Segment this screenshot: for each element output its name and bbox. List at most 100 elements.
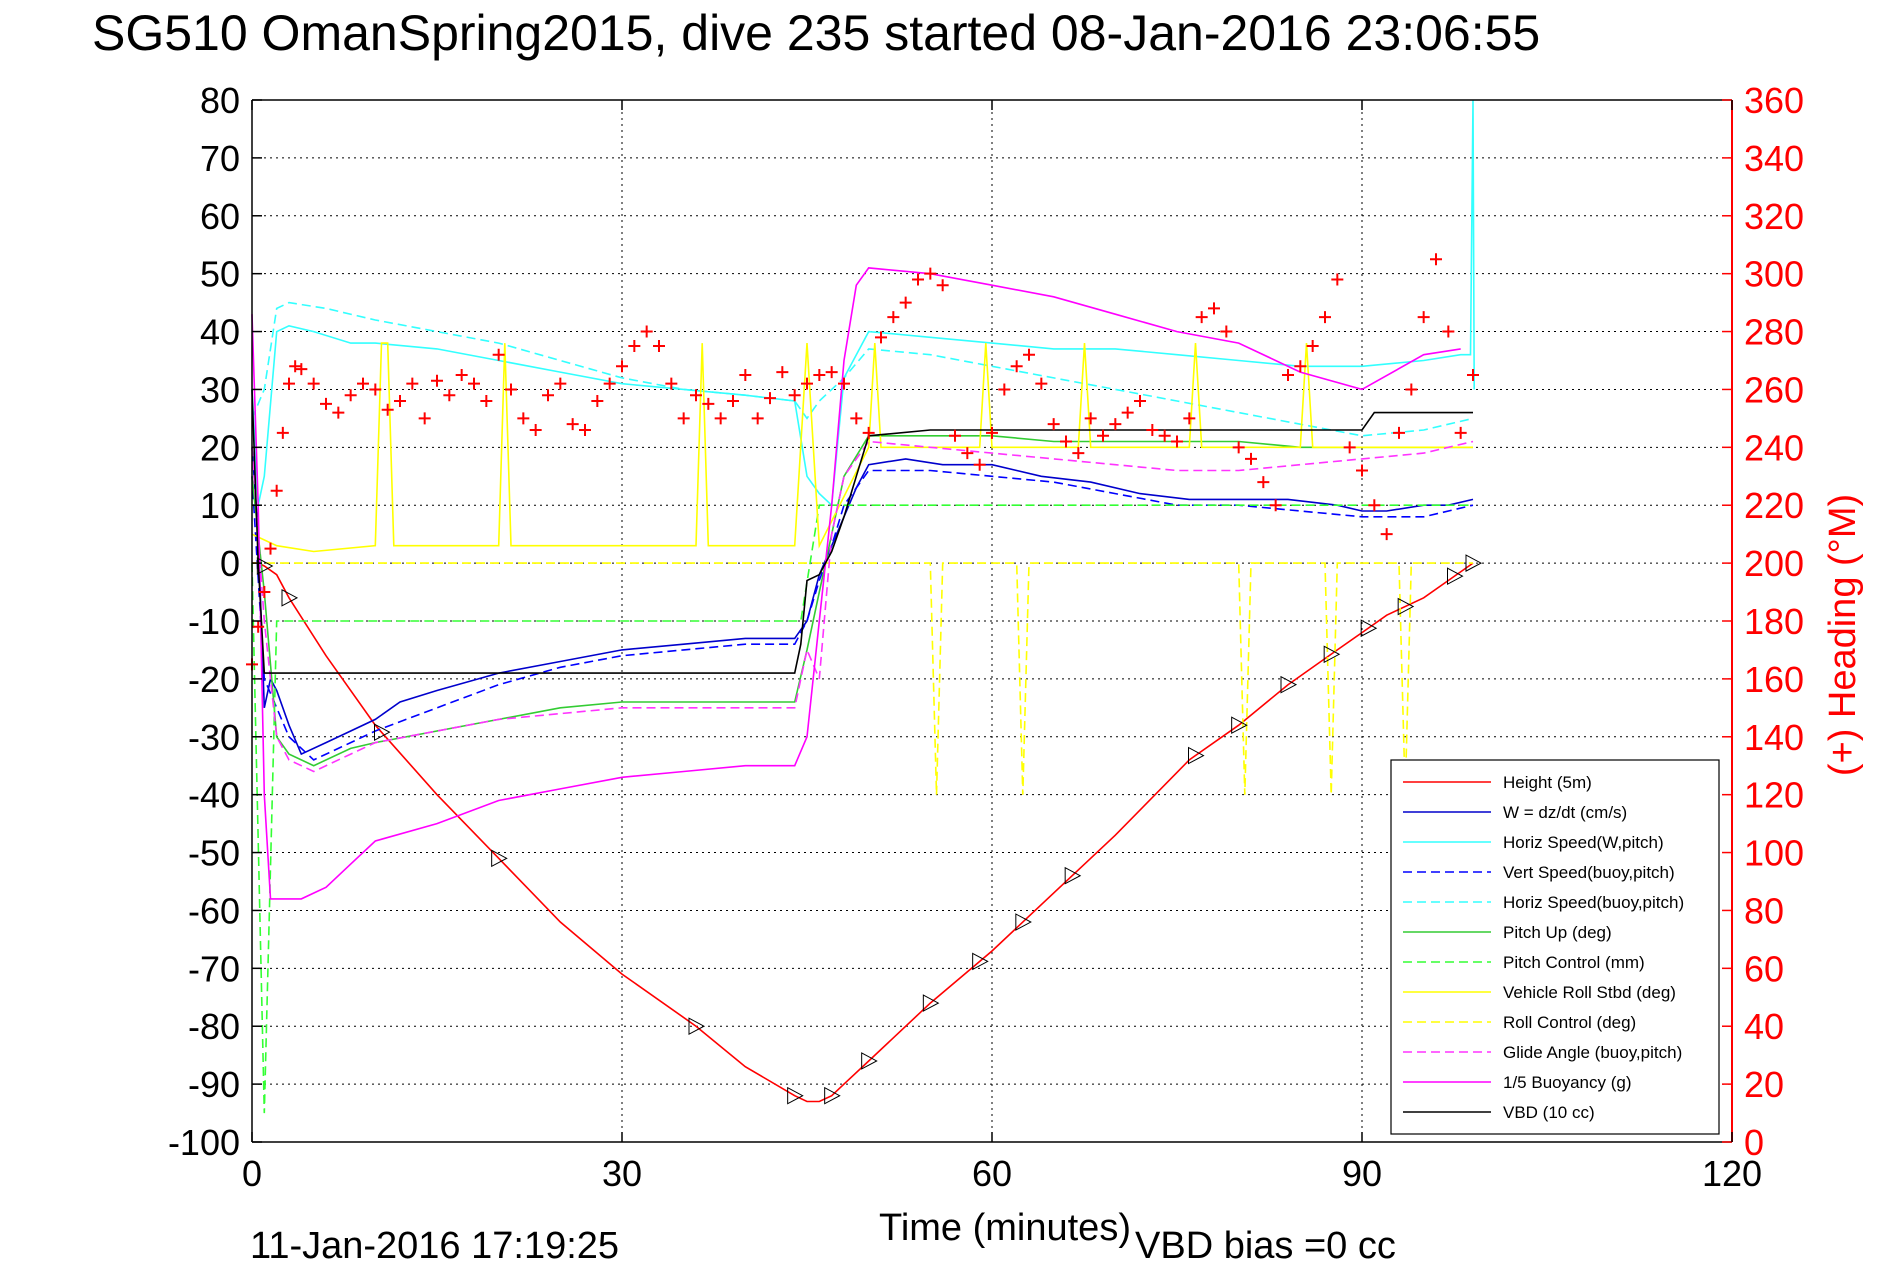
heading-point bbox=[258, 586, 271, 599]
y2-tick-label: 40 bbox=[1744, 1006, 1784, 1047]
sample-markers bbox=[256, 554, 1483, 1105]
y2-tick-label: 80 bbox=[1744, 890, 1784, 931]
heading-point bbox=[332, 406, 345, 419]
sample-marker bbox=[491, 849, 508, 868]
heading-point bbox=[1232, 441, 1245, 454]
heading-point bbox=[1010, 360, 1023, 373]
heading-point bbox=[690, 389, 702, 402]
series-1-5-buoyancy-g bbox=[251, 267, 1461, 900]
y-tick-label: 20 bbox=[200, 427, 240, 468]
heading-point bbox=[579, 423, 591, 436]
heading-point bbox=[1134, 395, 1146, 408]
sample-marker bbox=[1397, 597, 1415, 616]
heading-point bbox=[1097, 429, 1109, 442]
heading-point bbox=[276, 426, 289, 439]
heading-point bbox=[517, 412, 530, 425]
heading-point bbox=[936, 279, 949, 292]
heading-point bbox=[850, 412, 863, 425]
series-horiz-speed-buoy-pitch bbox=[251, 301, 1474, 437]
heading-point bbox=[1084, 412, 1097, 425]
series-vert-speed-buoy-pitch bbox=[251, 469, 1474, 761]
y-tick-label: 0 bbox=[220, 543, 240, 584]
heading-point bbox=[295, 363, 308, 376]
heading-point bbox=[887, 311, 900, 324]
series-vbd-10-cc bbox=[251, 389, 1473, 674]
heading-point bbox=[270, 484, 283, 497]
y-tick-label: -20 bbox=[188, 659, 240, 700]
heading-point bbox=[320, 397, 332, 410]
heading-point bbox=[1294, 360, 1307, 373]
y2-tick-label: 0 bbox=[1744, 1122, 1764, 1163]
legend-label: Glide Angle (buoy,pitch) bbox=[1503, 1043, 1682, 1062]
sample-marker bbox=[861, 1052, 878, 1070]
heading-point bbox=[1306, 340, 1319, 353]
heading-point bbox=[283, 377, 295, 390]
heading-point bbox=[825, 366, 838, 379]
series-roll-control-deg bbox=[252, 562, 1473, 795]
heading-point bbox=[727, 395, 739, 408]
heading-point bbox=[875, 331, 887, 344]
heading-point bbox=[381, 403, 394, 416]
legend-label: Pitch Control (mm) bbox=[1503, 953, 1645, 972]
heading-point bbox=[480, 395, 493, 408]
y-tick-label: -40 bbox=[188, 775, 240, 816]
y2-tick-label: 340 bbox=[1744, 138, 1804, 179]
left-axis-ticks: 80 70 60 50 40 30 20 10 0 -10 -20 -30 -40 -50 -60 -70 -8… bbox=[168, 80, 262, 1163]
heading-point bbox=[1282, 368, 1294, 381]
heading-point bbox=[289, 360, 302, 373]
y-tick-label: 10 bbox=[200, 485, 240, 526]
y2-tick-label: 360 bbox=[1744, 80, 1804, 121]
heading-point bbox=[1183, 412, 1196, 425]
heading-point bbox=[616, 360, 628, 373]
y2-tick-label: 300 bbox=[1744, 254, 1804, 295]
y2-tick-label: 120 bbox=[1744, 775, 1804, 816]
heading-point bbox=[431, 374, 443, 387]
heading-point bbox=[813, 368, 826, 381]
right-axis-ticks: 3603403203002802602402202001801601401201… bbox=[1722, 80, 1804, 1163]
heading-point bbox=[566, 418, 579, 431]
heading-point bbox=[1072, 447, 1085, 460]
heading-point bbox=[1208, 302, 1220, 315]
footer-vbd-bias: VBD bias =0 cc bbox=[1135, 1225, 1396, 1262]
legend: Height (5m) W = dz/dt (cm/s) Horiz Speed(W… bbox=[1390, 759, 1720, 1135]
heading-point bbox=[369, 383, 382, 396]
heading-point bbox=[640, 325, 653, 338]
sample-marker bbox=[1447, 567, 1464, 585]
sample-marker bbox=[1188, 746, 1205, 765]
heading-point bbox=[542, 389, 554, 402]
right-axis-label: (+) Heading (°M) bbox=[1822, 494, 1864, 776]
legend-label: W = dz/dt (cm/s) bbox=[1503, 803, 1627, 822]
heading-point bbox=[801, 377, 813, 390]
y2-tick-label: 260 bbox=[1744, 369, 1804, 410]
x-axis-ticks: 0 30 60 90 120 bbox=[242, 100, 1762, 1194]
y2-tick-label: 20 bbox=[1744, 1064, 1784, 1105]
y2-tick-label: 220 bbox=[1744, 485, 1804, 526]
heading-point bbox=[1047, 418, 1060, 431]
y-tick-label: -80 bbox=[188, 1006, 240, 1047]
legend-label: Pitch Up (deg) bbox=[1503, 923, 1612, 942]
y2-tick-label: 200 bbox=[1744, 543, 1804, 584]
y-tick-label: -50 bbox=[188, 833, 240, 874]
heading-point bbox=[1109, 418, 1122, 431]
heading-point bbox=[455, 368, 468, 381]
x-tick-label: 120 bbox=[1702, 1153, 1762, 1194]
sample-marker bbox=[256, 557, 274, 575]
heading-point bbox=[986, 426, 998, 439]
heading-point bbox=[739, 368, 752, 381]
series-pitch-up-deg bbox=[251, 434, 1473, 767]
heading-point bbox=[653, 340, 665, 353]
y-tick-label: -10 bbox=[188, 601, 240, 642]
heading-point bbox=[307, 377, 320, 390]
heading-point bbox=[418, 412, 431, 425]
x-tick-label: 60 bbox=[972, 1153, 1012, 1194]
heading-point bbox=[1220, 325, 1233, 338]
heading-point bbox=[702, 397, 715, 410]
heading-point bbox=[1146, 423, 1159, 436]
heading-point bbox=[394, 395, 406, 408]
sample-marker bbox=[1015, 913, 1032, 931]
y2-tick-label: 320 bbox=[1744, 196, 1804, 237]
heading-point bbox=[961, 447, 974, 460]
heading-point bbox=[838, 377, 850, 390]
heading-point bbox=[899, 296, 912, 309]
heading-point bbox=[1023, 348, 1035, 361]
